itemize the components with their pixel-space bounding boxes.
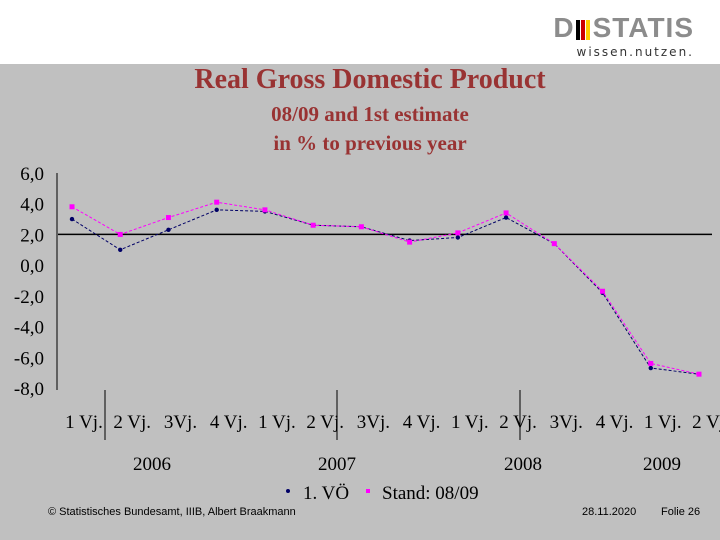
data-point bbox=[117, 231, 123, 237]
copyright: © Statistisches Bundesamt, IIIB, Albert … bbox=[48, 506, 296, 518]
y-tick-label: -2,0 bbox=[14, 287, 44, 308]
header: D STATIS wissen.nutzen. bbox=[0, 0, 720, 64]
data-point bbox=[214, 199, 220, 205]
x-tick-label: 3Vj. bbox=[164, 412, 197, 433]
y-tick-label: -4,0 bbox=[14, 318, 44, 339]
data-point bbox=[214, 207, 219, 213]
x-tick-label: 2 Vj. bbox=[692, 412, 720, 433]
y-tick-label: 0,0 bbox=[20, 256, 44, 277]
legend-marker-stand bbox=[366, 489, 370, 493]
date: 28.11.2020 bbox=[582, 506, 637, 518]
x-tick-label: 4 Vj. bbox=[403, 412, 441, 433]
data-point bbox=[696, 371, 702, 377]
legend-marker-1vo bbox=[286, 489, 290, 493]
y-tick-label: 2,0 bbox=[20, 225, 44, 246]
data-point bbox=[600, 288, 606, 294]
x-tick-label: 1 Vj. bbox=[258, 412, 296, 433]
x-tick-label: 1 Vj. bbox=[65, 412, 103, 433]
logo-letter: D bbox=[553, 12, 575, 43]
x-tick-label: 1 Vj. bbox=[644, 412, 682, 433]
data-point bbox=[551, 241, 557, 247]
year-label: 2008 bbox=[504, 454, 542, 475]
data-point bbox=[455, 235, 461, 240]
data-point bbox=[118, 247, 123, 252]
y-tick-label: -8,0 bbox=[14, 379, 44, 400]
year-label: 2006 bbox=[133, 454, 171, 475]
legend-label-stand: Stand: 08/09 bbox=[382, 483, 479, 504]
year-label: 2009 bbox=[643, 454, 681, 475]
data-point bbox=[69, 216, 75, 222]
chart-subtitle-unit: in % to previous year bbox=[273, 131, 467, 155]
y-tick-label: 4,0 bbox=[20, 195, 44, 216]
x-tick-label: 2 Vj. bbox=[306, 412, 344, 433]
series-line-0 bbox=[71, 209, 700, 375]
data-point bbox=[455, 230, 461, 236]
chart-title: Real Gross Domestic Product bbox=[194, 64, 546, 95]
data-point bbox=[503, 210, 509, 216]
x-tick-label: 2 Vj. bbox=[113, 412, 151, 433]
data-point bbox=[69, 204, 75, 210]
data-point bbox=[407, 239, 413, 245]
destatis-logo: D STATIS wissen.nutzen. bbox=[553, 12, 694, 60]
logo-tagline: wissen.nutzen. bbox=[576, 45, 694, 59]
x-tick-label: 2 Vj. bbox=[499, 412, 537, 433]
y-tick-label: 6,0 bbox=[20, 164, 44, 185]
x-tick-label: 3Vj. bbox=[357, 412, 390, 433]
data-point bbox=[166, 227, 171, 233]
chart-subtitle: 08/09 and 1st estimate bbox=[271, 102, 469, 126]
data-point bbox=[648, 365, 653, 371]
x-tick-label: 1 Vj. bbox=[451, 412, 489, 433]
data-point bbox=[358, 224, 364, 230]
x-tick-label: 4 Vj. bbox=[596, 412, 634, 433]
data-point bbox=[648, 360, 654, 366]
slide-number: Folie 26 bbox=[661, 506, 701, 518]
year-label: 2007 bbox=[318, 454, 356, 475]
data-point bbox=[310, 222, 316, 228]
logo-text: STATIS bbox=[592, 12, 694, 43]
legend-label-1vo: 1. VÖ bbox=[303, 483, 349, 504]
x-tick-label: 4 Vj. bbox=[210, 412, 248, 433]
series-line-1 bbox=[71, 201, 700, 375]
data-point bbox=[503, 215, 509, 220]
flag-bars-icon bbox=[575, 17, 591, 45]
data-point bbox=[262, 207, 268, 213]
x-tick-label: 3Vj. bbox=[550, 412, 583, 433]
y-tick-label: -6,0 bbox=[14, 348, 44, 369]
data-point bbox=[165, 215, 171, 221]
